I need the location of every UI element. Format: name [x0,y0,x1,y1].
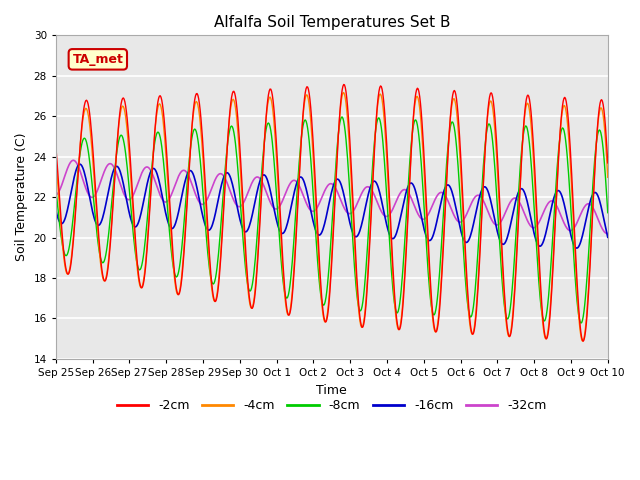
Line: -4cm: -4cm [56,93,608,341]
X-axis label: Time: Time [316,384,347,396]
-4cm [175,291,182,297]
Title: Alfalfa Soil Temperatures Set B: Alfalfa Soil Temperatures Set B [214,15,450,30]
-32cm [62,170,70,176]
-8cm [52,186,60,192]
-4cm [340,90,348,96]
-16cm [76,161,83,167]
-4cm [119,103,127,109]
-2cm [340,82,348,87]
-2cm [416,94,424,99]
-32cm [416,214,424,220]
Text: TA_met: TA_met [72,53,124,66]
-32cm [175,171,183,177]
Legend: -2cm, -4cm, -8cm, -16cm, -32cm: -2cm, -4cm, -8cm, -16cm, -32cm [112,395,552,418]
-2cm [204,226,212,232]
-16cm [62,213,70,219]
-8cm [604,210,612,216]
-16cm [573,245,581,251]
-32cm [400,187,408,192]
Line: -8cm: -8cm [56,117,608,323]
Y-axis label: Soil Temperature (C): Soil Temperature (C) [15,133,28,262]
-8cm [62,253,70,259]
Line: -2cm: -2cm [56,84,608,341]
-32cm [603,230,611,236]
-2cm [52,143,60,149]
-4cm [400,288,408,294]
-2cm [579,338,587,344]
-16cm [416,206,424,212]
-16cm [604,234,612,240]
-16cm [175,205,183,211]
-4cm [604,174,612,180]
-2cm [400,294,408,300]
-32cm [52,192,60,198]
-16cm [52,207,60,213]
-32cm [120,190,127,196]
-2cm [175,292,182,298]
-2cm [62,265,70,271]
-4cm [52,155,60,161]
-16cm [400,200,408,206]
-4cm [62,267,70,273]
-2cm [119,96,127,101]
-8cm [339,114,346,120]
-32cm [604,230,612,236]
-16cm [120,181,127,187]
-4cm [416,105,424,111]
-8cm [204,251,212,256]
Line: -32cm: -32cm [56,160,608,233]
-8cm [416,141,424,147]
-4cm [204,236,212,242]
-8cm [119,134,127,140]
Line: -16cm: -16cm [56,164,608,248]
-16cm [205,228,212,233]
-32cm [205,193,212,199]
-2cm [604,160,612,166]
-8cm [577,320,585,326]
-32cm [70,157,77,163]
-8cm [400,257,408,263]
-8cm [175,269,182,275]
-4cm [579,338,586,344]
